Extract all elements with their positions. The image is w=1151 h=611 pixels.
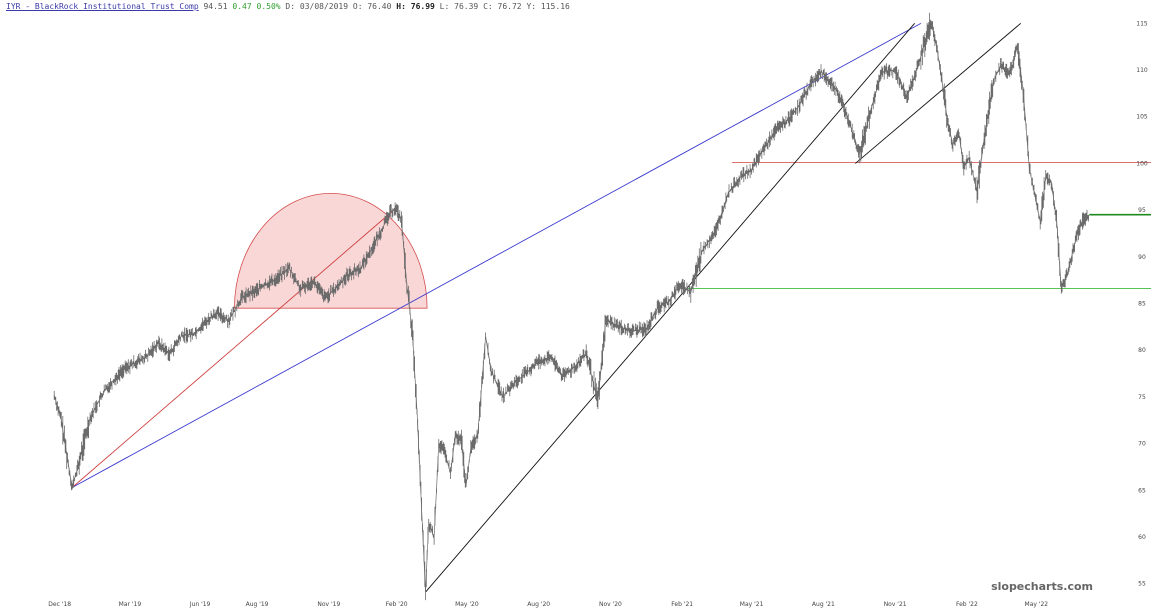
open-value: 76.40 <box>367 2 392 11</box>
trendline-black-3 <box>855 22 1022 164</box>
y-tick-label: 115 <box>1136 20 1148 27</box>
y-tick-label: 75 <box>1138 394 1146 401</box>
y-tick-label: 65 <box>1138 487 1146 494</box>
y-tick-label: 105 <box>1136 114 1148 121</box>
price-change-pct: 0.50% <box>256 2 281 11</box>
trendline-red-1 <box>71 207 397 488</box>
symbol-link[interactable]: IYR - BlackRock Institutional Trust Comp <box>6 2 199 11</box>
low-label: L: <box>439 2 450 11</box>
x-tick-label: Mar '19 <box>119 601 142 608</box>
x-tick-label: Nov '21 <box>884 601 907 608</box>
close-label: C: <box>483 2 493 11</box>
x-tick-label: Nov '20 <box>599 601 622 608</box>
y-tick-label: 70 <box>1138 441 1146 448</box>
x-tick-label: Feb '20 <box>386 601 408 608</box>
y-tick-label: 60 <box>1138 534 1146 541</box>
x-tick-label: May '22 <box>1025 601 1049 608</box>
x-tick-label: Aug '19 <box>246 601 269 608</box>
x-tick-label: Feb '21 <box>671 601 693 608</box>
y-tick-label: 90 <box>1138 254 1146 261</box>
y-tick-label: 110 <box>1136 67 1148 74</box>
x-tick-label: Aug '21 <box>812 601 835 608</box>
y-tick-label: 85 <box>1138 301 1146 308</box>
x-tick-label: May '20 <box>455 601 479 608</box>
dome-shape <box>234 193 428 309</box>
x-tick-label: Nov '19 <box>317 601 340 608</box>
date-label: D: <box>285 2 296 11</box>
price-bars <box>53 12 1089 601</box>
y-tick-label: 95 <box>1138 207 1146 214</box>
x-tick-label: Dec '18 <box>48 601 71 608</box>
trendline-black-2 <box>425 23 915 593</box>
y-tick-label: 55 <box>1138 581 1146 588</box>
close-value: 76.72 <box>497 2 522 11</box>
y-tick-label: 100 <box>1136 160 1148 167</box>
open-label: O: <box>352 2 363 11</box>
price-change: 0.47 <box>232 2 252 11</box>
y-tick-label: 80 <box>1138 347 1146 354</box>
year-high-value: 115.16 <box>540 2 570 11</box>
x-tick-label: May '21 <box>740 601 764 608</box>
x-tick-label: Aug '20 <box>527 601 550 608</box>
watermark: slopecharts.com <box>991 580 1093 593</box>
high-label: H: <box>396 2 406 11</box>
date-value: 03/08/2019 <box>299 2 349 11</box>
low-value: 76.39 <box>454 2 479 11</box>
chart-header: IYR - BlackRock Institutional Trust Comp… <box>6 2 570 11</box>
x-tick-label: Feb '22 <box>956 601 978 608</box>
price-line <box>53 20 1090 593</box>
year-high-label: Y: <box>526 2 537 11</box>
x-tick-label: Jun '19 <box>189 601 211 608</box>
last-price: 94.51 <box>203 2 228 11</box>
high-value: 76.99 <box>410 2 435 11</box>
trendline-blue-0 <box>71 22 922 488</box>
